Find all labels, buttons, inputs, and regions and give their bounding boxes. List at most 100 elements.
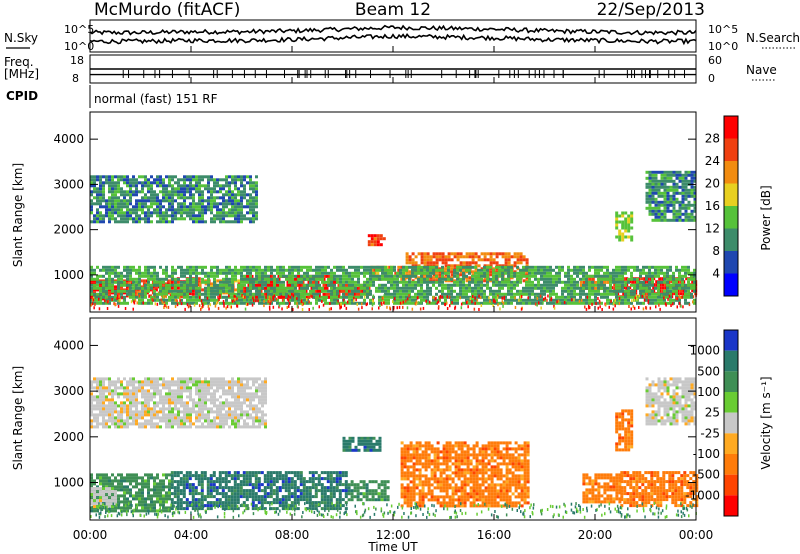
heat-cell — [654, 218, 658, 222]
heat-cell — [252, 199, 255, 203]
heat-cell — [222, 280, 225, 284]
heat-cell — [201, 271, 204, 275]
heat-cell — [186, 211, 189, 215]
heat-cell — [120, 292, 123, 296]
heat-cell — [685, 277, 689, 281]
heat-cell — [501, 300, 504, 304]
heat-cell — [108, 265, 111, 269]
heat-cell — [657, 203, 661, 207]
heat-cell — [255, 184, 258, 188]
heat-cell — [588, 289, 591, 293]
heat-cell — [267, 280, 270, 284]
heat-cell — [630, 217, 634, 221]
heat-cell — [435, 274, 438, 278]
heat-cell — [249, 295, 252, 299]
heat-cell — [330, 289, 333, 293]
heat-cell — [564, 295, 567, 299]
heat-cell — [621, 214, 625, 218]
heat-cell — [105, 178, 108, 182]
heat-cell — [414, 292, 417, 296]
heat-cell — [398, 305, 401, 309]
heat-cell — [96, 193, 99, 197]
heat-cell — [585, 286, 588, 290]
heat-cell — [633, 292, 636, 296]
heat-cell — [669, 298, 672, 302]
heat-cell — [645, 185, 649, 189]
heat-cell — [243, 274, 246, 278]
heat-cell — [363, 280, 366, 284]
heat-cell — [321, 300, 323, 303]
heat-cell — [186, 271, 189, 275]
heat-cell — [90, 274, 93, 278]
heat-cell — [615, 277, 618, 281]
heat-cell — [645, 182, 649, 186]
heat-cell — [252, 187, 255, 191]
heat-cell — [111, 199, 114, 203]
heat-cell — [375, 268, 378, 272]
heat-cell — [171, 208, 174, 212]
heat-cell — [123, 193, 126, 197]
heat-cell — [225, 184, 228, 188]
heat-cell — [300, 277, 303, 281]
heat-cell — [339, 295, 342, 299]
heat-cell — [648, 289, 651, 293]
heat-cell — [168, 220, 171, 224]
heat-cell — [189, 196, 192, 200]
heat-cell — [249, 217, 252, 221]
colorbar-swatch — [724, 228, 738, 251]
heat-cell — [471, 301, 474, 305]
heat-cell — [90, 487, 93, 491]
heat-cell — [411, 295, 414, 299]
heat-cell — [108, 220, 111, 224]
heat-cell — [279, 274, 282, 278]
heat-cell — [660, 301, 663, 305]
heat-cell — [603, 274, 606, 278]
heat-cell — [498, 289, 501, 293]
heat-cell — [210, 193, 213, 197]
heat-cell — [333, 265, 336, 269]
heat-cell — [546, 301, 549, 305]
heat-cell — [528, 283, 531, 287]
heat-cell — [654, 179, 658, 183]
heat-cell — [108, 493, 111, 497]
heat-cell — [123, 488, 126, 492]
heat-cell — [219, 220, 222, 224]
heat-cell — [280, 295, 283, 299]
heat-cell — [150, 488, 153, 492]
heat-cell — [138, 199, 141, 203]
heat-cell — [102, 487, 105, 491]
heat-cell — [621, 301, 624, 305]
heat-cell — [123, 268, 126, 272]
heat-cell — [651, 283, 654, 287]
heat-cell — [171, 214, 174, 218]
heat-cell — [316, 289, 320, 293]
heat-cell — [454, 306, 456, 310]
heat-cell — [370, 234, 374, 238]
heat-cell — [664, 283, 668, 287]
heat-cell — [159, 500, 162, 504]
heat-cell — [603, 265, 606, 269]
heat-cell — [156, 220, 159, 224]
heat-cell — [180, 274, 183, 278]
heat-cell — [684, 212, 688, 216]
heat-cell — [298, 283, 302, 287]
heat-cell — [585, 277, 588, 281]
heat-cell — [441, 258, 445, 262]
heat-cell — [186, 190, 189, 194]
heat-cell — [98, 297, 100, 301]
heat-cell — [681, 179, 685, 183]
heat-cell — [376, 243, 380, 247]
heat-cell — [456, 283, 459, 287]
heat-cell — [381, 289, 384, 293]
heat-cell — [168, 488, 171, 492]
heat-cell — [156, 482, 159, 486]
heat-cell — [553, 304, 555, 308]
heat-cell — [396, 280, 399, 284]
heat-cell — [192, 298, 195, 302]
heat-cell — [528, 301, 531, 305]
heat-cell — [249, 199, 252, 203]
heat-cell — [303, 283, 306, 287]
heat-cell — [156, 199, 159, 203]
heat-cell — [556, 300, 558, 304]
heat-cell — [268, 299, 271, 303]
